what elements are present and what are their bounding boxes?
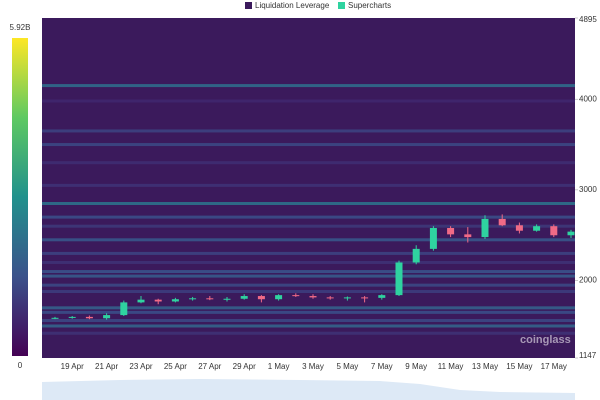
- candle-body: [68, 316, 76, 318]
- x-tick-label: 7 May: [371, 362, 393, 371]
- y-tick-label: 1147: [579, 351, 597, 360]
- heat-band: [42, 251, 575, 255]
- heat-band: [42, 99, 575, 103]
- heat-band: [42, 215, 575, 219]
- navigator: [42, 379, 575, 400]
- heat-band: [42, 202, 575, 206]
- color-tick-label: 0: [18, 361, 23, 370]
- legend-label: Supercharts: [348, 1, 391, 10]
- heat-band: [42, 224, 575, 228]
- y-tick-label: 4895: [579, 15, 597, 24]
- candle-body: [464, 234, 472, 238]
- candle-body: [498, 218, 506, 226]
- candle-body: [550, 226, 558, 236]
- candle-body: [309, 296, 317, 298]
- candle-body: [189, 298, 197, 300]
- candle-body: [292, 295, 300, 297]
- x-tick-label: 13 May: [472, 362, 498, 371]
- candle-body: [154, 299, 162, 302]
- heat-band: [42, 324, 575, 328]
- candle-body: [567, 231, 575, 236]
- x-tick-label: 9 May: [405, 362, 427, 371]
- color-bar: [12, 38, 28, 356]
- y-tick-label: 3000: [579, 185, 597, 194]
- candle-body: [429, 228, 437, 249]
- candle-body: [533, 226, 541, 231]
- heat-band: [42, 238, 575, 242]
- heat-band: [42, 143, 575, 147]
- x-tick-label: 29 Apr: [233, 362, 256, 371]
- candle-body: [275, 295, 283, 300]
- candle-body: [137, 299, 145, 303]
- heat-band: [42, 270, 575, 274]
- candle-body: [51, 317, 59, 319]
- legend-swatch: [338, 2, 345, 9]
- x-tick-label: 27 Apr: [198, 362, 221, 371]
- candle-body: [361, 297, 369, 299]
- heat-band: [42, 260, 575, 264]
- candle-body: [378, 295, 386, 298]
- x-tick-label: 21 Apr: [95, 362, 118, 371]
- heat-band: [42, 129, 575, 133]
- candle-body: [395, 262, 403, 296]
- watermark: coinglass: [520, 334, 571, 346]
- candle-body: [412, 248, 420, 263]
- heat-band: [42, 331, 575, 335]
- heat-band: [42, 84, 575, 88]
- heatmap-background: [42, 18, 575, 358]
- candle-body: [447, 228, 455, 235]
- candle-body: [103, 315, 111, 319]
- heat-band: [42, 183, 575, 187]
- heat-band: [42, 306, 575, 310]
- candle-body: [257, 296, 265, 300]
- heat-band: [42, 290, 575, 294]
- candle-body: [85, 316, 93, 319]
- x-tick-label: 19 Apr: [61, 362, 84, 371]
- x-tick-label: 5 May: [337, 362, 359, 371]
- heat-band: [42, 319, 575, 323]
- y-tick-label: 2000: [579, 276, 597, 285]
- legend-label: Liquidation Leverage: [255, 1, 330, 10]
- candle-body: [120, 302, 128, 316]
- x-tick-label: 3 May: [302, 362, 324, 371]
- candle-body: [481, 218, 489, 238]
- candle-body: [326, 297, 334, 299]
- heat-band: [42, 161, 575, 165]
- candle-body: [240, 296, 248, 299]
- x-tick-label: 23 Apr: [129, 362, 152, 371]
- x-tick-label: 11 May: [438, 362, 464, 371]
- y-tick-label: 4000: [579, 94, 597, 103]
- heat-band: [42, 274, 575, 278]
- x-tick-label: 1 May: [268, 362, 290, 371]
- color-tick-label: 5.92B: [10, 23, 31, 32]
- candle-body: [515, 225, 523, 231]
- x-tick-label: 17 May: [541, 362, 567, 371]
- heat-band: [42, 310, 575, 314]
- legend-swatch: [245, 2, 252, 9]
- candle-body: [343, 297, 351, 299]
- candle-body: [206, 298, 214, 300]
- candle-body: [171, 299, 179, 302]
- x-tick-label: 25 Apr: [164, 362, 187, 371]
- heat-band: [42, 283, 575, 287]
- x-tick-label: 15 May: [506, 362, 532, 371]
- legend: Liquidation Leverage Supercharts: [245, 1, 391, 10]
- candle-body: [223, 298, 231, 300]
